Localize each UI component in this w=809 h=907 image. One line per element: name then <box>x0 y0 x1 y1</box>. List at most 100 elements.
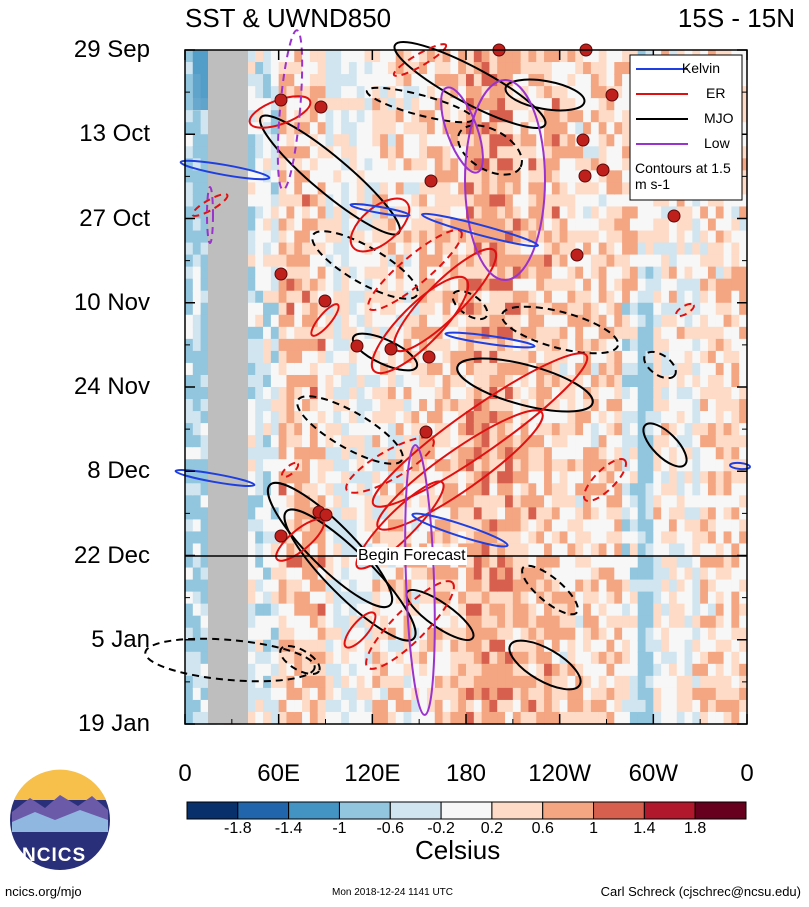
heat-cell <box>731 326 740 340</box>
heat-cell <box>395 663 405 677</box>
heat-cell <box>419 374 428 388</box>
heat-cell <box>715 591 725 605</box>
heat-cell <box>715 435 725 448</box>
heat-cell <box>278 711 288 725</box>
heat-cell <box>505 86 514 99</box>
heat-cell <box>575 555 584 569</box>
heat-cell <box>598 278 608 292</box>
heat-cell <box>614 278 623 292</box>
heat-cell <box>544 627 553 641</box>
heat-cell <box>645 579 654 593</box>
heat-cell <box>263 62 272 75</box>
heat-cell <box>294 74 303 87</box>
colorbar-tick-label: -1 <box>332 820 347 837</box>
heat-cell <box>325 338 334 352</box>
heat-cell <box>536 663 545 677</box>
heat-cell <box>505 98 514 111</box>
heat-cell <box>528 158 537 171</box>
heat-cell <box>622 290 631 304</box>
heat-cell <box>200 639 210 653</box>
heat-cell <box>567 699 576 713</box>
heat-cell <box>185 374 194 388</box>
heat-cell <box>395 278 405 292</box>
heat-cell <box>458 435 467 448</box>
heat-cell <box>192 591 202 605</box>
heat-cell <box>302 483 311 496</box>
heat-cell <box>692 374 701 388</box>
heat-cell <box>192 374 202 388</box>
heat-cell <box>606 290 615 304</box>
heat-cell <box>614 350 623 364</box>
heat-cell <box>520 591 530 605</box>
heat-cell <box>192 194 202 208</box>
heat-cell <box>551 675 561 689</box>
heat-cell <box>583 98 592 111</box>
heat-cell <box>505 423 514 436</box>
heat-cell <box>536 699 545 713</box>
heat-cell <box>629 627 639 641</box>
heat-cell <box>583 194 592 208</box>
heat-cell <box>458 290 467 304</box>
heat-cell <box>380 651 389 665</box>
colorbar-swatch <box>288 801 340 820</box>
heat-cell <box>356 639 366 653</box>
heat-cell <box>302 615 311 629</box>
heat-cell <box>481 326 491 340</box>
heat-cell <box>466 254 475 268</box>
heat-cell <box>286 374 295 388</box>
heat-cell <box>653 411 662 424</box>
heat-cell <box>247 567 256 581</box>
heat-cell <box>247 399 256 412</box>
heat-cell <box>380 254 389 268</box>
heat-cell <box>715 663 725 677</box>
heat-cell <box>676 350 686 364</box>
heat-cell <box>645 495 654 508</box>
heat-cell <box>309 254 319 268</box>
heat-cell <box>185 230 194 244</box>
heat-cell <box>255 362 264 376</box>
heat-cell <box>325 278 334 292</box>
heat-cell <box>380 230 389 244</box>
heat-cell <box>676 591 686 605</box>
heat-cell <box>637 278 647 292</box>
heat-cell <box>700 459 709 472</box>
heat-cell <box>676 290 686 304</box>
heat-cell <box>333 483 342 496</box>
heat-cell <box>466 423 475 436</box>
heat-cell <box>458 98 467 111</box>
heat-cell <box>278 483 288 496</box>
heat-cell <box>419 699 428 713</box>
heat-cell <box>551 591 561 605</box>
heat-cell <box>668 278 678 292</box>
heat-cell <box>661 531 670 545</box>
heat-cell <box>637 567 647 581</box>
heat-cell <box>466 555 475 569</box>
heat-cell <box>458 711 467 725</box>
heat-cell <box>505 218 514 232</box>
heat-cell <box>700 615 709 629</box>
heat-cell <box>317 555 327 569</box>
heat-cell <box>294 338 303 352</box>
heat-cell <box>739 134 748 147</box>
heat-cell <box>544 170 553 183</box>
heat-cell <box>489 531 498 545</box>
heat-cell <box>676 218 686 232</box>
heat-cell <box>692 471 701 484</box>
heat-cell <box>622 338 631 352</box>
heat-cell <box>684 435 693 448</box>
heat-cell <box>411 531 420 545</box>
heat-cell <box>380 567 389 581</box>
heat-cell <box>692 230 701 244</box>
footer-url[interactable]: ncics.org/mjo <box>5 884 82 899</box>
heat-cell <box>380 362 389 376</box>
heat-cell <box>309 555 319 569</box>
heat-cell <box>255 194 264 208</box>
heat-cell <box>387 374 397 388</box>
heat-cell <box>192 579 202 593</box>
heat-cell <box>364 98 373 111</box>
legend-contour-note: Contours at 1.5 m s-1 <box>635 160 731 192</box>
heat-cell <box>395 170 405 183</box>
heat-cell <box>473 254 483 268</box>
heat-cell <box>333 146 342 159</box>
heat-cell <box>575 362 584 376</box>
